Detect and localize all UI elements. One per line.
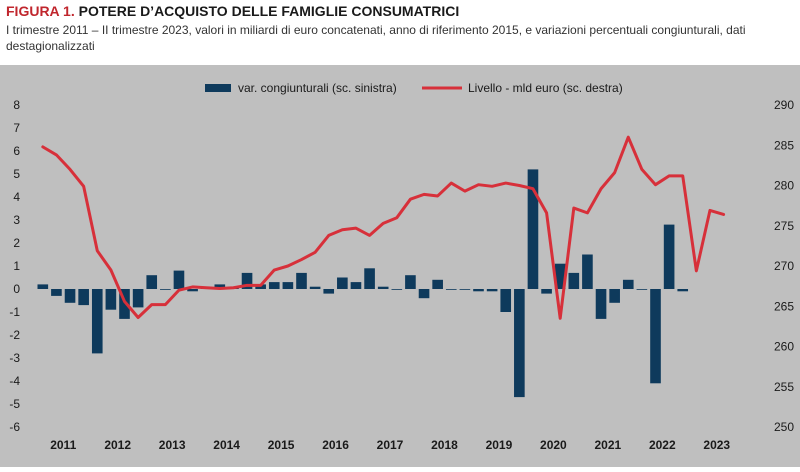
bar xyxy=(268,282,280,289)
figure-title: FIGURA 1. POTERE D’ACQUISTO DELLE FAMIGL… xyxy=(6,3,459,19)
bar xyxy=(459,289,471,290)
bar xyxy=(663,224,675,289)
y-right-tick-label: 275 xyxy=(774,219,794,233)
x-tick-label: 2019 xyxy=(486,438,513,452)
bar xyxy=(473,289,484,292)
bar xyxy=(296,272,307,289)
bar xyxy=(582,254,593,289)
x-tick-label: 2020 xyxy=(540,438,567,452)
y-left-tick-label: -5 xyxy=(9,397,20,411)
bar xyxy=(405,275,416,289)
bar xyxy=(323,289,335,294)
bar xyxy=(541,289,552,294)
bar xyxy=(554,263,566,289)
bar xyxy=(500,289,512,312)
bar xyxy=(51,289,62,296)
bar xyxy=(445,289,457,290)
x-tick-label: 2016 xyxy=(322,438,349,452)
x-tick-label: 2018 xyxy=(431,438,458,452)
legend-label-bars: var. congiunturali (sc. sinistra) xyxy=(238,81,397,95)
bar xyxy=(514,289,525,398)
bar xyxy=(160,289,171,290)
chart-container: 8 7 6 5 4 3 2 1 0 -1 -2 -3 -4 -5 -6 290 285 280 275 270 265 2… xyxy=(0,65,800,467)
y-left-tick-label: -2 xyxy=(9,328,20,342)
y-left-tick-label: 8 xyxy=(13,98,20,112)
y-left-tick-label: -6 xyxy=(9,420,20,434)
bar xyxy=(105,289,117,310)
x-tick-label: 2023 xyxy=(703,438,730,452)
x-tick-label: 2017 xyxy=(377,438,404,452)
y-right-tick-label: 260 xyxy=(774,340,794,354)
bar xyxy=(132,289,144,308)
bar xyxy=(214,284,226,289)
figure-title-text: POTERE D’ACQUISTO DELLE FAMIGLIE CONSUMA… xyxy=(78,3,460,19)
bar xyxy=(677,289,689,292)
y-right-tick-label: 265 xyxy=(774,299,794,313)
bar xyxy=(609,289,620,303)
bar xyxy=(391,289,403,290)
figure-number: FIGURA 1. xyxy=(6,3,75,19)
legend: var. congiunturali (sc. sinistra) Livell… xyxy=(205,81,623,95)
y-left-tick-label: 2 xyxy=(13,236,20,250)
y-left-tick-label: -3 xyxy=(9,351,20,365)
y-right-tick-label: 290 xyxy=(774,98,794,112)
bar xyxy=(364,268,375,289)
bar xyxy=(78,289,89,306)
bar xyxy=(282,282,294,289)
bar xyxy=(241,272,253,289)
bar xyxy=(418,289,430,299)
bar xyxy=(173,270,185,289)
chart: 8 7 6 5 4 3 2 1 0 -1 -2 -3 -4 -5 -6 290 285 280 275 270 265 2… xyxy=(0,65,800,467)
y-left-tick-label: -4 xyxy=(9,374,20,388)
bar xyxy=(146,275,158,289)
bar xyxy=(568,272,580,289)
y-left-tick-label: 4 xyxy=(13,190,20,204)
y-right-tick-label: 280 xyxy=(774,179,794,193)
x-tick-label: 2012 xyxy=(104,438,131,452)
bar xyxy=(486,289,498,292)
y-left-tick-label: 1 xyxy=(13,259,20,273)
x-tick-label: 2021 xyxy=(594,438,621,452)
y-right-tick-label: 285 xyxy=(774,138,794,152)
bar xyxy=(650,289,661,384)
legend-label-line: Livello - mld euro (sc. destra) xyxy=(468,81,623,95)
bar xyxy=(37,284,49,289)
figure-subtitle: I trimestre 2011 – II trimestre 2023, va… xyxy=(6,23,746,53)
y-left-tick-label: 7 xyxy=(13,121,20,135)
y-left-tick-label: 0 xyxy=(13,282,20,296)
bar xyxy=(119,289,130,319)
bar xyxy=(350,282,362,289)
x-tick-label: 2015 xyxy=(268,438,295,452)
x-tick-label: 2013 xyxy=(159,438,186,452)
bar xyxy=(636,289,648,290)
bar xyxy=(432,279,443,289)
y-left-tick-label: 6 xyxy=(13,144,20,158)
bar xyxy=(64,289,76,303)
bar xyxy=(377,286,389,289)
y-left-tick-label: 3 xyxy=(13,213,20,227)
bar xyxy=(91,289,103,354)
bar xyxy=(595,289,607,319)
bar xyxy=(309,286,321,289)
y-right-tick-label: 270 xyxy=(774,259,794,273)
y-left-tick-label: 5 xyxy=(13,167,20,181)
bar xyxy=(622,279,634,289)
bar xyxy=(337,277,348,289)
x-tick-label: 2011 xyxy=(50,438,76,452)
bar xyxy=(527,169,539,289)
level-line xyxy=(41,135,726,320)
plot-area xyxy=(0,65,800,467)
x-tick-label: 2022 xyxy=(649,438,676,452)
y-right-tick-label: 250 xyxy=(774,420,794,434)
x-tick-label: 2014 xyxy=(213,438,240,452)
bar xyxy=(187,289,198,292)
y-right-tick-label: 255 xyxy=(774,380,794,394)
legend-swatch-bars xyxy=(205,84,231,92)
y-left-tick-label: -1 xyxy=(9,305,20,319)
